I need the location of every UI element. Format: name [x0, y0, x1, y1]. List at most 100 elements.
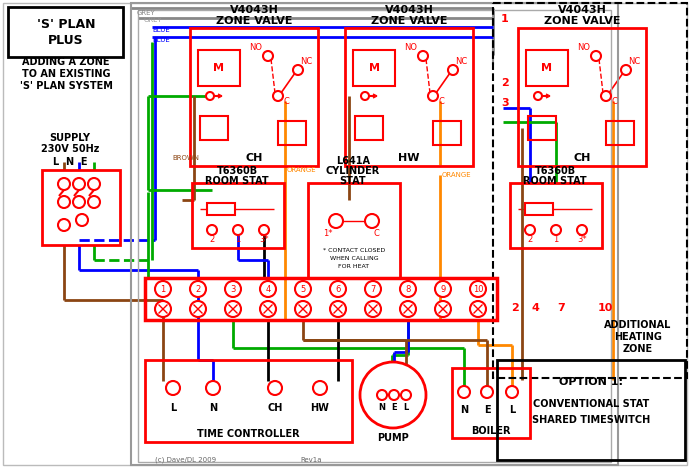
Text: 8: 8 — [405, 285, 411, 293]
Text: T6360B: T6360B — [535, 166, 575, 176]
Text: 2: 2 — [527, 235, 533, 244]
Circle shape — [155, 281, 171, 297]
Circle shape — [361, 92, 369, 100]
Text: M: M — [368, 63, 380, 73]
Circle shape — [260, 281, 276, 297]
Text: 3*: 3* — [578, 235, 586, 244]
Circle shape — [259, 225, 269, 235]
Text: BLUE: BLUE — [152, 37, 170, 43]
Text: C: C — [611, 97, 617, 107]
Text: SHARED TIMESWITCH: SHARED TIMESWITCH — [532, 415, 650, 425]
Text: 7: 7 — [371, 285, 375, 293]
Text: HEATING: HEATING — [614, 332, 662, 342]
Circle shape — [329, 214, 343, 228]
Circle shape — [206, 381, 220, 395]
Circle shape — [525, 225, 535, 235]
Text: TIME CONTROLLER: TIME CONTROLLER — [197, 429, 300, 439]
Text: ADDING A ZONE: ADDING A ZONE — [22, 57, 110, 67]
Circle shape — [601, 91, 611, 101]
Circle shape — [448, 65, 458, 75]
Text: ZONE: ZONE — [623, 344, 653, 354]
Circle shape — [313, 381, 327, 395]
Bar — [497, 360, 685, 460]
Circle shape — [481, 386, 493, 398]
Text: CH: CH — [267, 403, 283, 413]
Bar — [525, 203, 553, 215]
Circle shape — [401, 390, 411, 400]
Text: ADDITIONAL: ADDITIONAL — [604, 320, 671, 330]
Text: Rev1a: Rev1a — [300, 457, 322, 463]
Text: WHEN CALLING: WHEN CALLING — [330, 256, 378, 262]
Bar — [138, 10, 611, 462]
Text: CH: CH — [573, 153, 591, 163]
Text: PLUS: PLUS — [48, 34, 83, 46]
Bar — [190, 28, 318, 166]
Circle shape — [365, 214, 379, 228]
Text: 10: 10 — [473, 285, 483, 293]
Text: 3*: 3* — [259, 235, 269, 244]
Circle shape — [365, 301, 381, 317]
Bar — [145, 360, 352, 442]
Text: BROWN: BROWN — [172, 155, 199, 161]
Text: * CONTACT CLOSED: * CONTACT CLOSED — [323, 249, 385, 254]
Text: 1: 1 — [501, 14, 509, 24]
Text: 5: 5 — [300, 285, 306, 293]
Text: 9: 9 — [440, 285, 446, 293]
Circle shape — [551, 225, 561, 235]
Circle shape — [295, 281, 311, 297]
Text: ORANGE: ORANGE — [442, 172, 472, 178]
Text: GREY: GREY — [144, 17, 163, 23]
Text: N: N — [209, 403, 217, 413]
Text: 'S' PLAN SYSTEM: 'S' PLAN SYSTEM — [19, 81, 112, 91]
Text: ROOM STAT: ROOM STAT — [523, 176, 586, 186]
Text: SUPPLY: SUPPLY — [50, 133, 90, 143]
Circle shape — [190, 281, 206, 297]
Text: 2: 2 — [501, 78, 509, 88]
Circle shape — [207, 225, 217, 235]
Bar — [526, 50, 568, 86]
Text: NC: NC — [455, 58, 467, 66]
Circle shape — [295, 301, 311, 317]
Bar — [200, 116, 228, 140]
Text: BOILER: BOILER — [471, 426, 511, 436]
Circle shape — [470, 281, 486, 297]
Bar — [606, 121, 634, 145]
Circle shape — [577, 225, 587, 235]
Text: GREY: GREY — [137, 10, 156, 16]
Bar — [192, 183, 284, 248]
Circle shape — [273, 91, 283, 101]
Circle shape — [73, 178, 85, 190]
Text: 230V 50Hz: 230V 50Hz — [41, 144, 99, 154]
Bar — [278, 121, 306, 145]
Text: CH: CH — [246, 153, 263, 163]
Text: PUMP: PUMP — [377, 433, 409, 443]
Text: V4043H: V4043H — [558, 5, 607, 15]
Circle shape — [428, 91, 438, 101]
Circle shape — [435, 281, 451, 297]
Text: 7: 7 — [557, 303, 565, 313]
Text: 1*: 1* — [323, 228, 333, 237]
Circle shape — [377, 390, 387, 400]
Text: ZONE VALVE: ZONE VALVE — [216, 16, 293, 26]
Circle shape — [155, 301, 171, 317]
Text: (c) Dave/DL 2009: (c) Dave/DL 2009 — [155, 457, 216, 463]
Circle shape — [330, 281, 346, 297]
Bar — [493, 3, 687, 378]
Circle shape — [73, 196, 85, 208]
Circle shape — [435, 301, 451, 317]
Text: CYLINDER: CYLINDER — [326, 166, 380, 176]
Circle shape — [591, 51, 601, 61]
Circle shape — [621, 65, 631, 75]
Circle shape — [263, 51, 273, 61]
Text: 1: 1 — [160, 285, 166, 293]
Circle shape — [190, 301, 206, 317]
Text: C: C — [283, 97, 289, 107]
Text: M: M — [213, 63, 224, 73]
Text: 'S' PLAN: 'S' PLAN — [37, 17, 95, 30]
Text: HW: HW — [398, 153, 420, 163]
Bar — [518, 28, 646, 166]
Text: C: C — [373, 228, 379, 237]
Circle shape — [400, 281, 416, 297]
Text: E: E — [391, 402, 397, 411]
Text: 4: 4 — [531, 303, 539, 313]
